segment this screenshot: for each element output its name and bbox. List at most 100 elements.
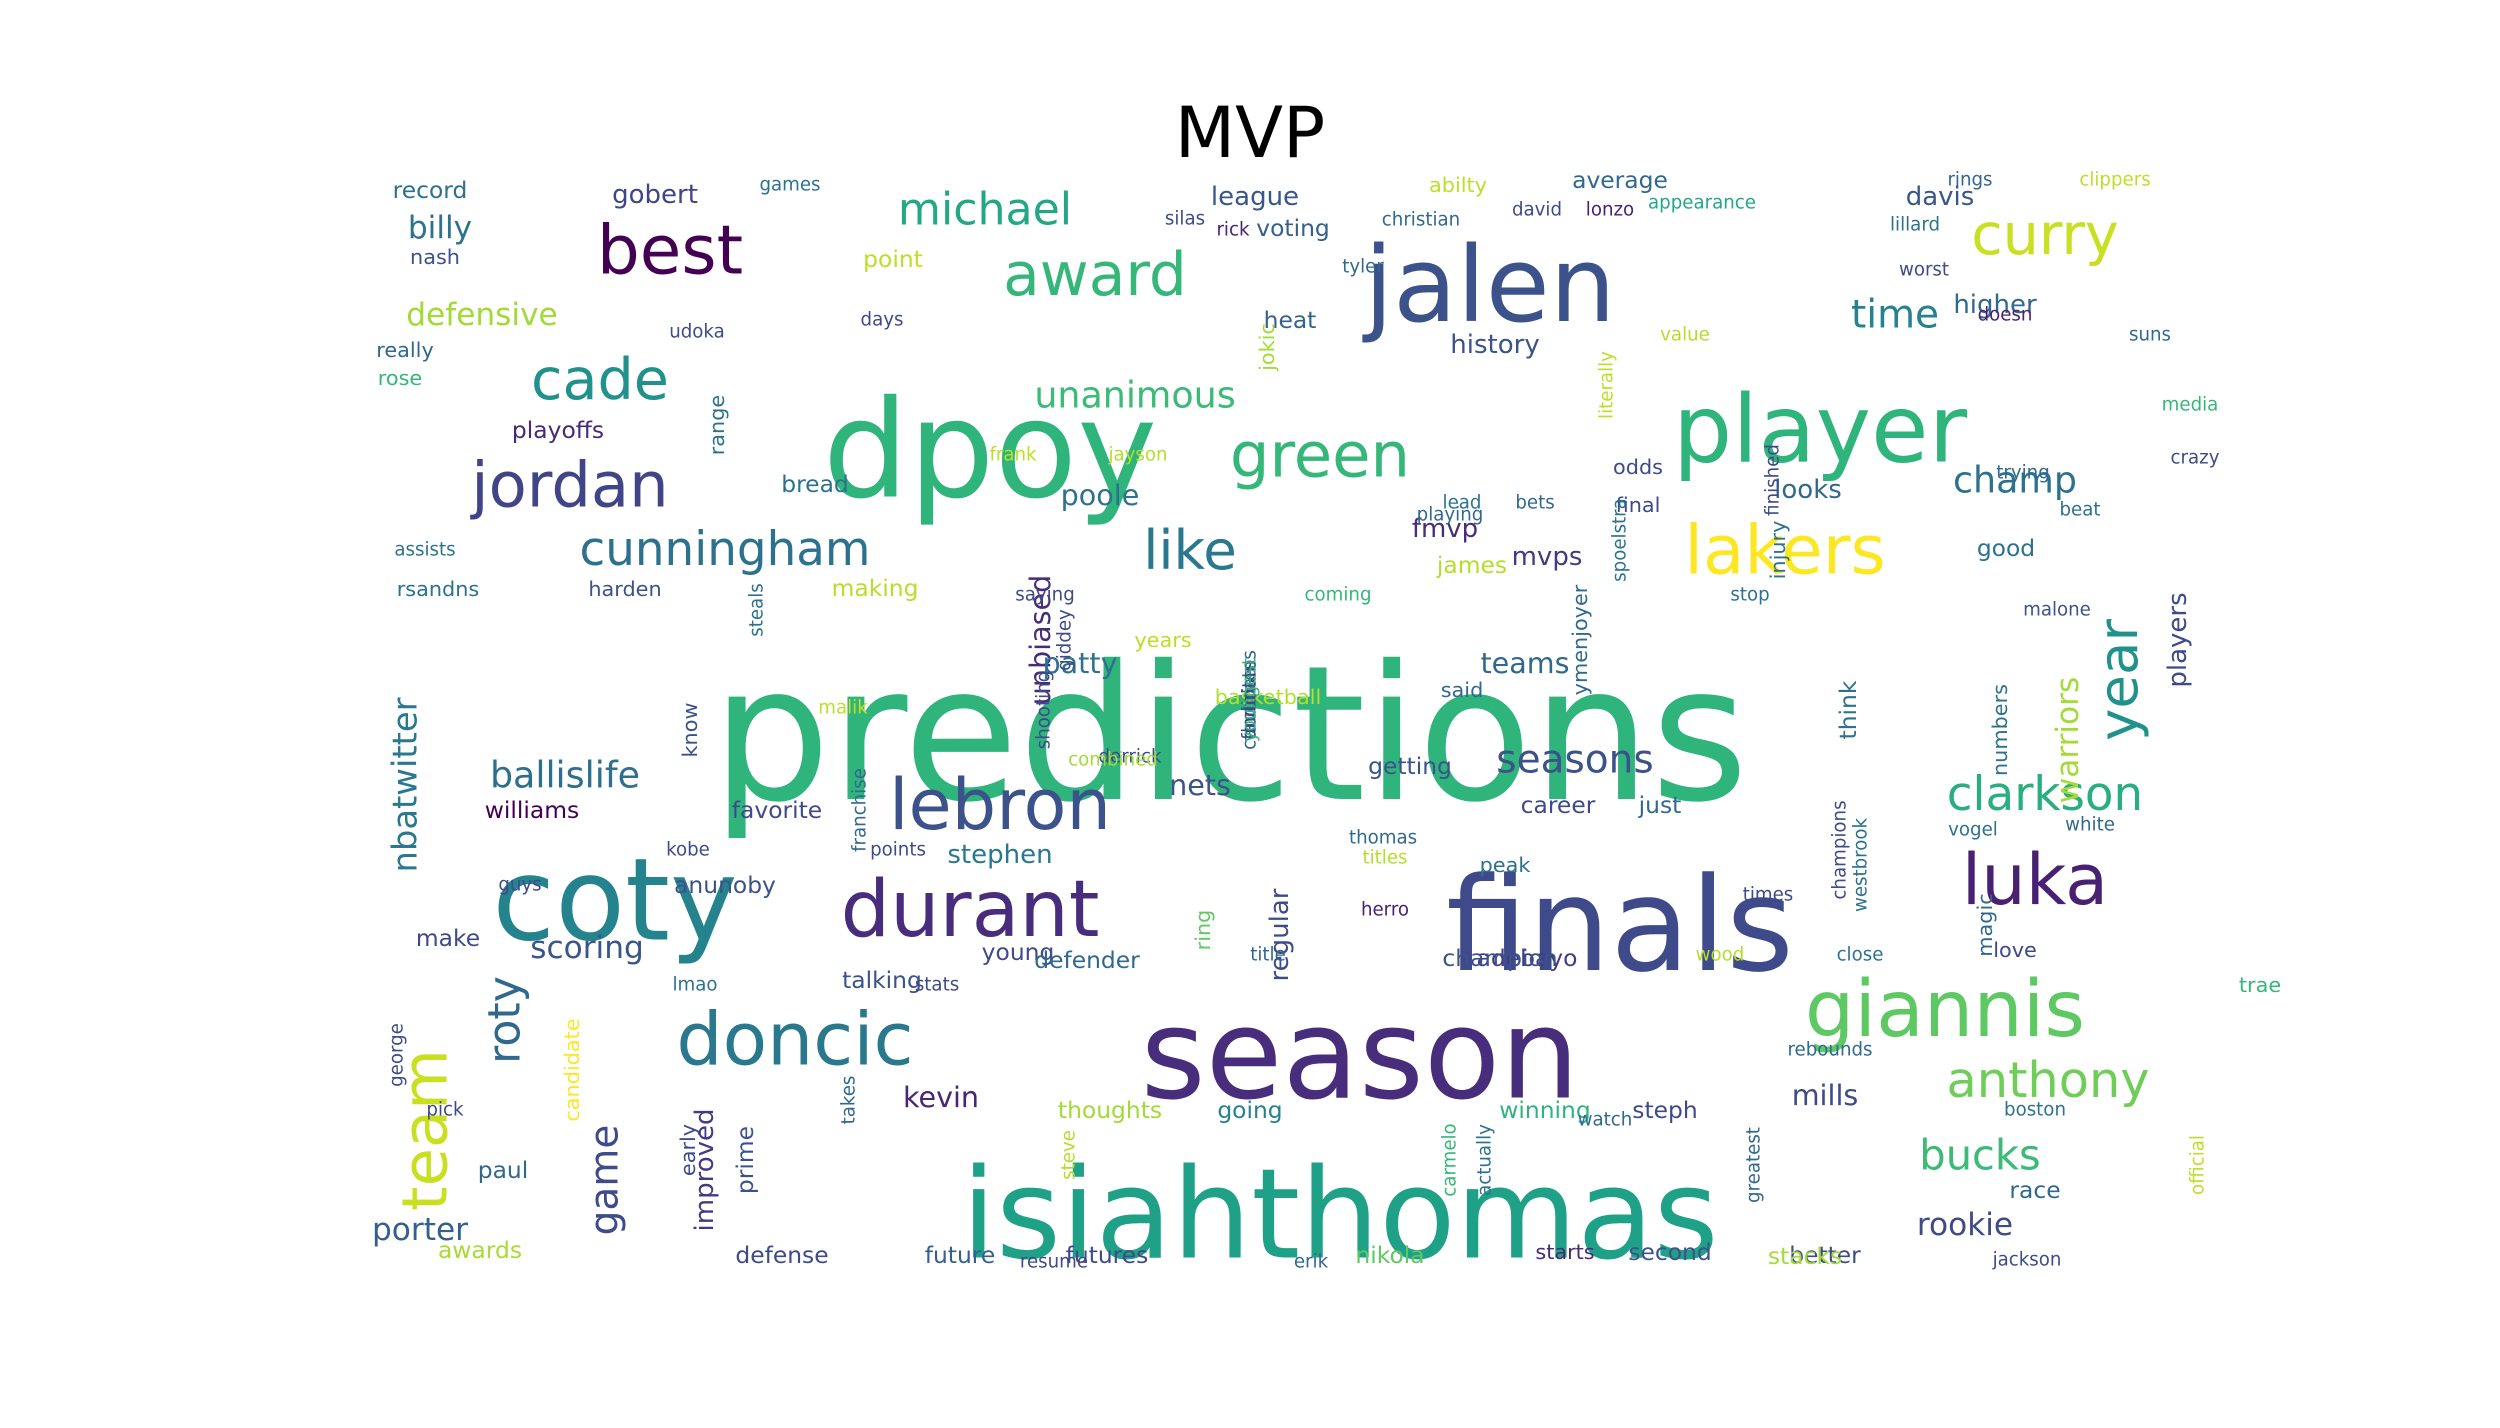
- word-final: final: [1616, 493, 1661, 517]
- word-just: just: [1638, 791, 1682, 819]
- word-odds: odds: [1613, 455, 1663, 479]
- word-rebounds: rebounds: [1787, 1040, 1872, 1061]
- word-candidates: candidates: [1240, 650, 1261, 750]
- word-games: games: [759, 175, 820, 196]
- word-stephen: stephen: [947, 840, 1052, 870]
- word-like: like: [1143, 518, 1237, 582]
- word-roty: roty: [480, 976, 531, 1064]
- word-heat: heat: [1264, 306, 1317, 334]
- word-literally: literally: [1597, 351, 1618, 419]
- word-injury: injury: [1766, 521, 1790, 580]
- word-adebayo: adebayo: [1477, 944, 1578, 972]
- word-thomas: thomas: [1349, 828, 1417, 849]
- word-herro: herro: [1361, 900, 1409, 921]
- word-curry: curry: [1971, 202, 2119, 268]
- word-giannis: giannis: [1805, 965, 2085, 1055]
- word-going: going: [1217, 1096, 1282, 1124]
- word-love: love: [1993, 938, 2037, 962]
- word-improved: improved: [690, 1109, 720, 1232]
- word-future: future: [925, 1241, 996, 1269]
- word-kevin: kevin: [903, 1080, 979, 1114]
- word-bets: bets: [1515, 493, 1554, 514]
- word-cade: cade: [531, 347, 669, 413]
- word-point: point: [863, 245, 923, 273]
- word-predictions: predictions: [712, 626, 1749, 844]
- word-udoka: udoka: [669, 322, 725, 343]
- word-game: game: [583, 1125, 628, 1236]
- word-players: players: [2163, 592, 2193, 687]
- word-voting: voting: [1256, 214, 1330, 242]
- word-greatest: greatest: [1744, 1127, 1765, 1203]
- word-years: years: [1134, 628, 1191, 652]
- word-steals: steals: [747, 583, 768, 636]
- word-crazy: crazy: [2171, 448, 2220, 469]
- word-takes: takes: [839, 1076, 860, 1125]
- word-unbiased: unbiased: [1023, 575, 1057, 706]
- word-pick: pick: [426, 1100, 464, 1121]
- word-jordan: jordan: [469, 449, 668, 522]
- word-playoffs: playoffs: [512, 416, 604, 444]
- word-warriors: warriors: [2050, 677, 2086, 804]
- word-winning: winning: [1499, 1096, 1590, 1124]
- word-westbrook: westbrook: [1851, 817, 1872, 912]
- word-saying: saying: [1015, 585, 1075, 606]
- word-defense: defense: [735, 1241, 828, 1269]
- word-know: know: [678, 703, 702, 758]
- word-spoelstra: spoelstra: [1610, 498, 1631, 582]
- word-mvps: mvps: [1512, 542, 1583, 572]
- word-think: think: [1834, 680, 1862, 739]
- word-green: green: [1230, 419, 1410, 492]
- word-rings: rings: [1947, 170, 1992, 191]
- word-suns: suns: [2129, 325, 2171, 346]
- word-looks: looks: [1774, 475, 1842, 505]
- word-race: race: [2009, 1176, 2060, 1204]
- word-coming: coming: [1305, 585, 1372, 606]
- word-lmao: lmao: [672, 975, 717, 996]
- word-favorites: favorites: [1240, 660, 1261, 740]
- word-making: making: [832, 574, 919, 602]
- word-rsandns: rsandns: [397, 577, 480, 601]
- word-media: media: [2162, 395, 2219, 416]
- word-malone: malone: [2023, 600, 2091, 621]
- word-starts: starts: [1535, 1240, 1594, 1264]
- word-time: time: [1851, 293, 1939, 338]
- word-scoring: scoring: [530, 930, 644, 966]
- word-durant: durant: [841, 865, 1100, 955]
- word-jokic: jokic: [1255, 323, 1279, 372]
- word-player: player: [1673, 376, 1968, 485]
- word-nash: nash: [410, 245, 460, 269]
- word-trying: trying: [1996, 463, 2050, 484]
- word-rookie: rookie: [1917, 1207, 2013, 1243]
- word-titles: titles: [1362, 848, 1407, 869]
- word-close: close: [1837, 945, 1884, 966]
- word-david: david: [1512, 200, 1562, 221]
- word-wood: wood: [1696, 945, 1745, 966]
- word-watch: watch: [1578, 1110, 1633, 1131]
- word-peak: peak: [1480, 853, 1531, 877]
- word-lonzo: lonzo: [1586, 200, 1634, 221]
- word-gobert: gobert: [612, 180, 698, 210]
- word-unanimous: unanimous: [1034, 374, 1235, 417]
- word-range: range: [705, 395, 729, 455]
- word-rick: rick: [1216, 220, 1250, 241]
- word-higher: higher: [1953, 290, 2037, 320]
- word-actually: actually: [1475, 1124, 1496, 1196]
- word-league: league: [1211, 182, 1299, 212]
- word-youngest: youngest: [1240, 658, 1261, 742]
- word-james: james: [1436, 551, 1507, 579]
- word-finished: finished: [1763, 444, 1784, 516]
- word-white: white: [2065, 815, 2115, 836]
- word-doesn: doesn: [1978, 305, 2033, 326]
- word-coty: coty: [492, 834, 737, 967]
- word-early: early: [676, 1124, 700, 1176]
- word-playing: playing: [1417, 505, 1484, 526]
- word-porter: porter: [372, 1212, 468, 1248]
- word-year: year: [2086, 619, 2150, 741]
- word-average: average: [1572, 166, 1668, 194]
- word-lakers: lakers: [1684, 511, 1886, 590]
- word-donovan: donovan: [1240, 661, 1261, 740]
- word-regular: regular: [1265, 888, 1295, 981]
- word-young: young: [982, 938, 1055, 966]
- word-davis: davis: [1906, 182, 1975, 212]
